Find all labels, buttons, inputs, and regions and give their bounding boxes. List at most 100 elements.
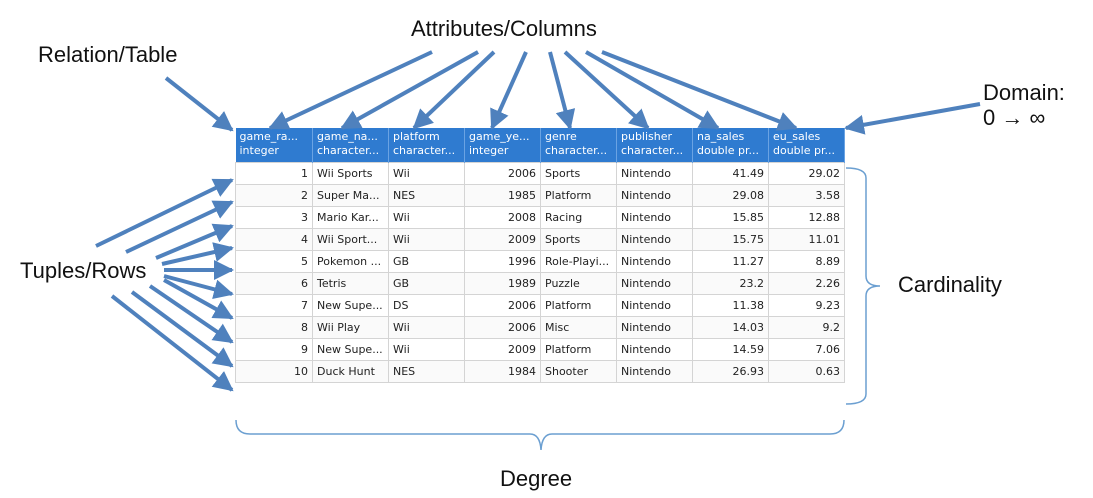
table-row[interactable]: 3 Mario Kar... Wii 2008 Racing Nintendo 15.85 1… (235, 205, 845, 229)
table-cell: Platform (540, 293, 617, 317)
attribute-arrow (412, 50, 496, 130)
table-cell: Shooter (540, 359, 617, 383)
table-cell: New Supe... (312, 293, 389, 317)
table-cell: Racing (540, 205, 617, 229)
column-header[interactable]: game_ye... integer (464, 128, 541, 162)
table-cell: Wii Sports (312, 161, 389, 185)
domain-arrow (844, 102, 981, 135)
table-cell: 1985 (464, 183, 541, 207)
table-cell: 3.58 (768, 183, 845, 207)
table-cell: NES (388, 183, 465, 207)
column-header[interactable]: na_sales double pr... (692, 128, 769, 162)
tuple-arrow (148, 284, 234, 344)
table-row[interactable]: 10 Duck Hunt NES 1984 Shooter Nintendo 26.93 0.… (235, 359, 845, 383)
attribute-arrow (340, 50, 479, 130)
table-cell: 0.63 (768, 359, 845, 383)
table-cell: 2.26 (768, 271, 845, 295)
table-row[interactable]: 2 Super Ma... NES 1985 Platform Nintendo 29.08… (235, 183, 845, 207)
cardinality-label: Cardinality (898, 272, 1002, 297)
attributes-columns-label: Attributes/Columns (411, 16, 597, 41)
table-cell: Mario Kar... (312, 205, 389, 229)
table-cell: 2009 (464, 227, 541, 251)
table-cell: 1996 (464, 249, 541, 273)
column-header[interactable]: eu_sales double pr... (768, 128, 845, 162)
domain-label: Domain: 0 → ∞ (983, 80, 1065, 131)
tuple-arrow (110, 294, 234, 392)
table-cell: Nintendo (616, 161, 693, 185)
table-row[interactable]: 8 Wii Play Wii 2006 Misc Nintendo 14.03 9.2 (235, 315, 845, 339)
tuple-arrow (161, 242, 234, 266)
table-cell: 11.01 (768, 227, 845, 251)
table-cell: Nintendo (616, 337, 693, 361)
table-cell: Platform (540, 337, 617, 361)
column-header[interactable]: game_ra... integer (235, 128, 313, 162)
table-cell: Sports (540, 161, 617, 185)
table-cell: 29.02 (768, 161, 845, 185)
attribute-arrow (268, 50, 433, 130)
table-cell: 26.93 (692, 359, 769, 383)
table-cell: 14.59 (692, 337, 769, 361)
attribute-arrow (563, 50, 650, 130)
cardinality-brace (845, 167, 881, 405)
degree-brace (235, 419, 845, 451)
table-cell: Wii Play (312, 315, 389, 339)
table-cell: 1984 (464, 359, 541, 383)
table-cell: 41.49 (692, 161, 769, 185)
table-cell: Super Ma... (312, 183, 389, 207)
table-cell: 2006 (464, 315, 541, 339)
tuple-arrow (125, 200, 234, 254)
tuple-arrow (130, 290, 234, 368)
column-header[interactable]: game_na... character... (312, 128, 389, 162)
table-row[interactable]: 7 New Supe... DS 2006 Platform Nintendo 11.38 9… (235, 293, 845, 317)
table-cell: 10 (235, 359, 313, 383)
table-cell: Nintendo (616, 359, 693, 383)
table-cell: Puzzle (540, 271, 617, 295)
column-header[interactable]: publisher character... (616, 128, 693, 162)
table-cell: Tetris (312, 271, 389, 295)
degree-label: Degree (500, 466, 573, 491)
table-body: 1 Wii Sports Wii 2006 Sports Nintendo 41.49 29.… (235, 161, 845, 383)
tuple-arrow (95, 178, 234, 248)
attribute-arrow (490, 51, 528, 130)
domain-label-line2: 0 → ∞ (983, 105, 1046, 131)
table-cell: Platform (540, 183, 617, 207)
attribute-arrow (548, 51, 576, 130)
attribute-arrow (585, 50, 720, 130)
table-cell: 29.08 (692, 183, 769, 207)
column-header[interactable]: genre character... (540, 128, 617, 162)
attribute-arrow (601, 50, 798, 131)
table-cell: Nintendo (616, 227, 693, 251)
table-cell: 7 (235, 293, 313, 317)
games-table: game_ra... integer game_na... character... p… (235, 128, 845, 383)
tuple-arrow (163, 278, 234, 320)
tuples-rows-label: Tuples/Rows (20, 258, 147, 283)
table-cell: 14.03 (692, 315, 769, 339)
column-header[interactable]: platform character... (388, 128, 465, 162)
table-header-row: game_ra... integer game_na... character... p… (235, 128, 845, 162)
table-cell: 15.85 (692, 205, 769, 229)
table-row[interactable]: 6 Tetris GB 1989 Puzzle Nintendo 23.2 2.26 (235, 271, 845, 295)
table-cell: NES (388, 359, 465, 383)
table-cell: 9.23 (768, 293, 845, 317)
relation-arrow (164, 76, 234, 132)
domain-label-line1: Domain: (983, 80, 1065, 105)
table-cell: 2 (235, 183, 313, 207)
table-cell: 11.38 (692, 293, 769, 317)
table-cell: 9.2 (768, 315, 845, 339)
table-cell: Wii (388, 315, 465, 339)
table-cell: 1 (235, 161, 313, 185)
table-row[interactable]: 5 Pokemon ... GB 1996 Role-Playi... Nintendo 1… (235, 249, 845, 273)
table-cell: New Supe... (312, 337, 389, 361)
table-cell: 2006 (464, 161, 541, 185)
table-cell: 2008 (464, 205, 541, 229)
relation-table-label: Relation/Table (38, 42, 178, 67)
tuple-arrow (163, 274, 234, 300)
table-cell: 12.88 (768, 205, 845, 229)
table-cell: Nintendo (616, 293, 693, 317)
table-cell: Duck Hunt (312, 359, 389, 383)
table-cell: Nintendo (616, 205, 693, 229)
table-cell: 1989 (464, 271, 541, 295)
table-cell: 7.06 (768, 337, 845, 361)
tuple-arrow (155, 223, 234, 260)
